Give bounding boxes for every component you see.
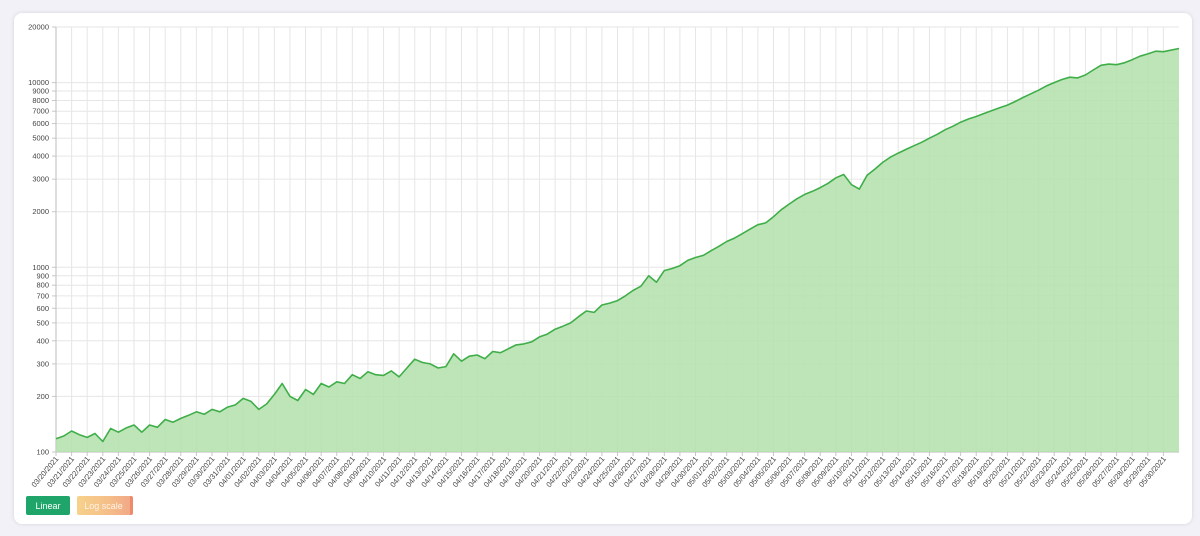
- linear-scale-button[interactable]: Linear: [26, 496, 70, 515]
- y-tick-label: 800: [36, 281, 49, 290]
- y-tick-label: 600: [36, 304, 49, 313]
- y-tick-label: 2000: [32, 207, 49, 216]
- series-area: [56, 48, 1179, 452]
- y-tick-label: 3000: [32, 175, 49, 184]
- y-tick-label: 700: [36, 291, 49, 300]
- y-tick-label: 500: [36, 318, 49, 327]
- y-tick-label: 100: [36, 448, 49, 457]
- y-tick-label: 7000: [32, 107, 49, 116]
- y-tick-label: 9000: [32, 87, 49, 96]
- y-tick-label: 4000: [32, 152, 49, 161]
- y-tick-label: 200: [36, 392, 49, 401]
- series-line: [55, 47, 1180, 443]
- y-tick-label: 5000: [32, 134, 49, 143]
- y-tick-label: 20000: [28, 23, 49, 32]
- y-tick-label: 900: [36, 271, 49, 280]
- y-tick-label: 6000: [32, 119, 49, 128]
- y-tick-label: 400: [36, 336, 49, 345]
- y-tick-label: 1000: [32, 263, 49, 272]
- y-tick-label: 10000: [28, 78, 49, 87]
- log-scale-button[interactable]: Log scale: [77, 496, 133, 515]
- y-tick-label: 8000: [32, 96, 49, 105]
- chart-card: 100 200 300 400 500 600 700 800 900 1000 2000 3000 4…: [14, 13, 1192, 524]
- y-tick-label: 300: [36, 359, 49, 368]
